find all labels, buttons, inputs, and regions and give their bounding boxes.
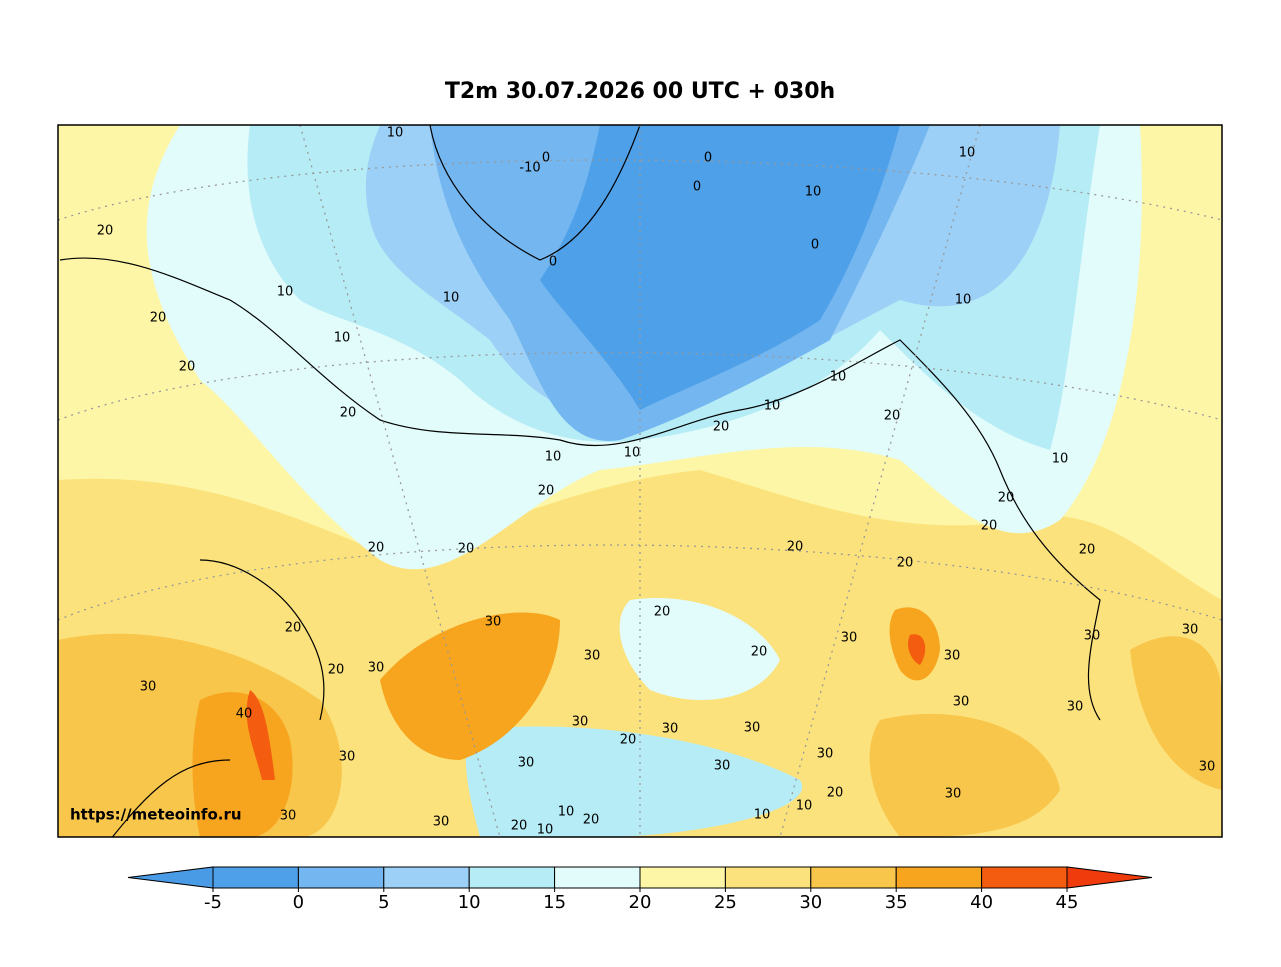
- colorbar-tick-label: 0: [293, 892, 304, 913]
- contour-label: 30: [339, 750, 356, 765]
- contour-label: 20: [897, 556, 914, 571]
- contour-label: 30: [433, 815, 450, 830]
- contour-label: 20: [827, 786, 844, 801]
- colorbar-box: [297, 866, 385, 889]
- contour-label: 10: [334, 331, 351, 346]
- colorbar-box: [639, 866, 726, 889]
- colorbar-box: [554, 866, 641, 889]
- contour-label: 20: [511, 819, 528, 834]
- contour-label: 30: [714, 759, 731, 774]
- contour-label: 10: [1052, 452, 1069, 467]
- map: [58, 125, 1222, 837]
- contour-label: 10: [624, 446, 641, 461]
- colorbar-tick-label: 15: [543, 892, 566, 913]
- contour-label: 30: [1067, 700, 1084, 715]
- contour-label: 20: [884, 409, 901, 424]
- contour-label: 30: [945, 787, 962, 802]
- colorbar-extend-high: [1066, 866, 1153, 889]
- contour-label: 0: [811, 238, 819, 253]
- colorbar-box: [895, 866, 983, 889]
- title: T2m 30.07.2026 00 UTC + 030h: [445, 79, 835, 104]
- watermark: https://meteoinfo.ru: [70, 806, 242, 824]
- contour-label: 20: [328, 663, 345, 678]
- contour-label: 30: [953, 695, 970, 710]
- contour-label: 10: [796, 799, 813, 814]
- contour-label: 30: [744, 721, 761, 736]
- contour-label: 20: [654, 605, 671, 620]
- contour-label: 10: [443, 291, 460, 306]
- contour-label: 30: [944, 649, 961, 664]
- contour-label: 0: [549, 255, 557, 270]
- contour-label: 10: [830, 370, 847, 385]
- contour-label: 0: [542, 151, 550, 166]
- colorbar-tick-label: 5: [378, 892, 389, 913]
- contour-label: 10: [959, 146, 976, 161]
- contour-label: 10: [387, 126, 404, 141]
- colorbar-box: [724, 866, 812, 889]
- contour-label: 30: [841, 631, 858, 646]
- colorbar-tick-label: 10: [458, 892, 481, 913]
- contour-label: 20: [458, 542, 475, 557]
- colorbar-tick-label: 20: [629, 892, 652, 913]
- contour-label: 30: [485, 615, 502, 630]
- colorbar-box: [212, 866, 299, 889]
- colorbar-box: [468, 866, 556, 889]
- contour-label: 30: [1199, 760, 1216, 775]
- contour-label: 20: [1079, 543, 1096, 558]
- contour-label: 20: [368, 541, 385, 556]
- contour-label: 30: [140, 680, 157, 695]
- contour-label: 10: [754, 808, 771, 823]
- contour-label: 10: [805, 185, 822, 200]
- contour-label: 30: [1084, 629, 1101, 644]
- contour-label: 30: [518, 756, 535, 771]
- contour-label: 20: [981, 519, 998, 534]
- contour-label: 10: [558, 805, 575, 820]
- colorbar-box: [810, 866, 897, 889]
- contour-label: 20: [751, 645, 768, 660]
- contour-label: 20: [285, 621, 302, 636]
- contour-label: 30: [368, 661, 385, 676]
- contour-label: 20: [787, 540, 804, 555]
- contour-label: 10: [537, 823, 554, 838]
- contour-label: 30: [280, 809, 297, 824]
- contour-label: 20: [97, 224, 114, 239]
- map-frame: [57, 124, 1223, 838]
- contour-label: 20: [150, 311, 167, 326]
- contour-label: 10: [277, 285, 294, 300]
- contour-label: 0: [693, 180, 701, 195]
- colorbar-tick-label: 35: [885, 892, 908, 913]
- contour-label: 30: [584, 649, 601, 664]
- contour-label: 0: [704, 151, 712, 166]
- contour-label: 30: [662, 722, 679, 737]
- contour-label: 20: [620, 733, 637, 748]
- contour-label: 40: [236, 707, 253, 722]
- contour-label: 20: [538, 484, 555, 499]
- contour-label: 20: [179, 360, 196, 375]
- contour-label: 30: [572, 715, 589, 730]
- colorbar-tick-label: 30: [799, 892, 822, 913]
- contour-label: 20: [713, 420, 730, 435]
- contour-label: 20: [583, 813, 600, 828]
- contour-label: 20: [998, 491, 1015, 506]
- contour-label: 20: [340, 406, 357, 421]
- colorbar-extend-low: [127, 866, 214, 889]
- contour-label: 30: [1182, 623, 1199, 638]
- colorbar-box: [981, 866, 1068, 889]
- contour-label: 10: [955, 293, 972, 308]
- contour-label: 30: [817, 747, 834, 762]
- contour-label: -10: [519, 161, 540, 176]
- contour-label: 10: [545, 450, 562, 465]
- colorbar-tick-label: 25: [714, 892, 737, 913]
- colorbar-tick-label: 40: [970, 892, 993, 913]
- colorbar-tick-label: 45: [1056, 892, 1079, 913]
- contour-label: 10: [764, 399, 781, 414]
- colorbar-box: [383, 866, 470, 889]
- colorbar-tick-label: -5: [204, 892, 222, 913]
